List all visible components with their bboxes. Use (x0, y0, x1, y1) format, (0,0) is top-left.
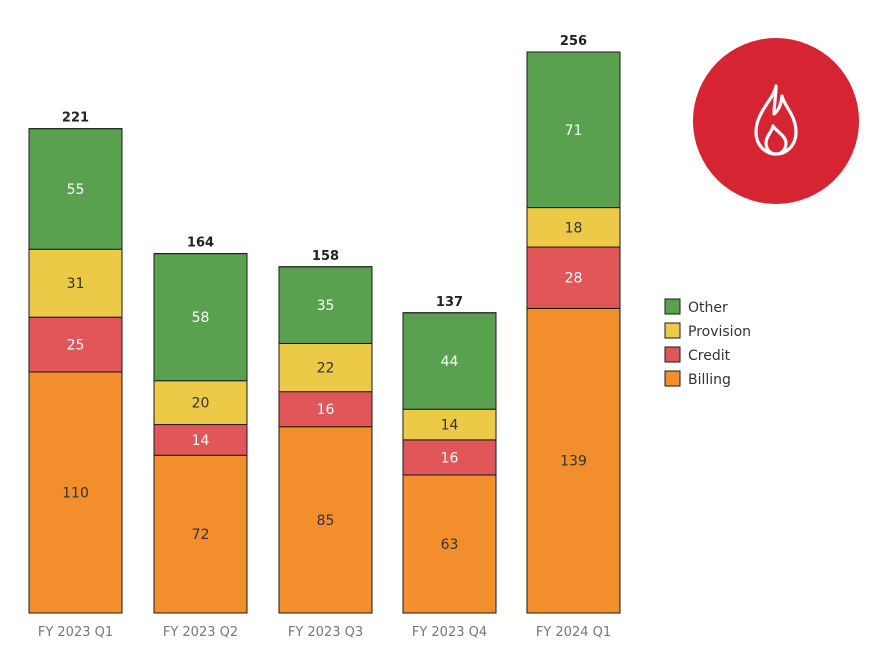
bar-segment-other (278, 266, 373, 344)
bar-outline (278, 266, 373, 614)
legend-swatch-billing (664, 370, 681, 387)
segment-value-label: 35 (317, 298, 335, 314)
bar-segment-other (153, 253, 248, 382)
legend-label-credit: Credit (688, 348, 731, 364)
segment-value-label: 110 (62, 485, 89, 501)
segment-value-label: 14 (441, 418, 459, 434)
segment-value-label: 58 (192, 310, 210, 326)
totals-group: 221 164 158 137 256 (62, 34, 587, 310)
segment-value-label: 25 (67, 338, 85, 354)
bar-outline (402, 312, 497, 614)
bar-total-label: 256 (560, 34, 587, 49)
x-axis-ticks: FY 2023 Q1 FY 2023 Q2 FY 2023 Q3 FY 2023 Q4… (38, 625, 611, 640)
bars-group: 110 25 31 55 72 14 20 58 85 16 22 35 63 16 14 44 139 28 18… (28, 51, 621, 614)
bar-segment-other (402, 312, 497, 410)
segment-value-label: 71 (565, 123, 583, 139)
legend-label-billing: Billing (688, 372, 731, 388)
legend: Other Provision Credit Billing (664, 298, 751, 388)
legend-label-provision: Provision (688, 324, 751, 340)
x-tick-label: FY 2023 Q2 (163, 625, 238, 640)
x-tick-label: FY 2024 Q1 (536, 625, 611, 640)
segment-value-label: 28 (565, 271, 583, 287)
bar-outline (153, 253, 248, 614)
bar-segment-billing (278, 426, 373, 614)
bar-segment-credit (526, 246, 621, 309)
flame-icon (754, 84, 798, 156)
bar-segment-billing (28, 371, 123, 614)
bar-segment-billing (526, 307, 621, 614)
bar-segment-credit (28, 316, 123, 373)
bar-segment-other (526, 51, 621, 209)
segment-value-label: 44 (441, 354, 459, 370)
segment-value-label: 85 (317, 513, 335, 529)
segment-value-label: 16 (441, 450, 459, 466)
legend-swatch-credit (664, 346, 681, 363)
x-tick-label: FY 2023 Q4 (412, 625, 487, 640)
bar-outline (526, 51, 621, 614)
bar-outline (28, 128, 123, 614)
segment-value-label: 31 (67, 276, 85, 292)
segment-value-label: 55 (67, 182, 85, 198)
alert-badge (693, 38, 859, 204)
segment-value-label: 14 (192, 433, 210, 449)
segment-value-label: 16 (317, 402, 335, 418)
x-tick-label: FY 2023 Q3 (288, 625, 363, 640)
bar-total-label: 137 (436, 295, 463, 310)
bar-segment-provision (526, 207, 621, 248)
bar-total-label: 164 (187, 236, 214, 251)
segment-value-label: 20 (192, 396, 210, 412)
badge-circle (693, 38, 859, 204)
segment-value-label: 72 (192, 527, 210, 543)
bar-segment-other (28, 128, 123, 250)
segment-value-label: 18 (565, 220, 583, 236)
segment-value-label: 22 (317, 361, 335, 377)
legend-swatch-provision (664, 322, 681, 339)
legend-swatch-other (664, 298, 681, 315)
legend-label-other: Other (688, 300, 728, 316)
x-tick-label: FY 2023 Q1 (38, 625, 113, 640)
bar-total-label: 158 (312, 249, 339, 264)
segment-value-label: 63 (441, 537, 459, 553)
segment-value-label: 139 (560, 454, 587, 470)
bar-total-label: 221 (62, 111, 89, 126)
